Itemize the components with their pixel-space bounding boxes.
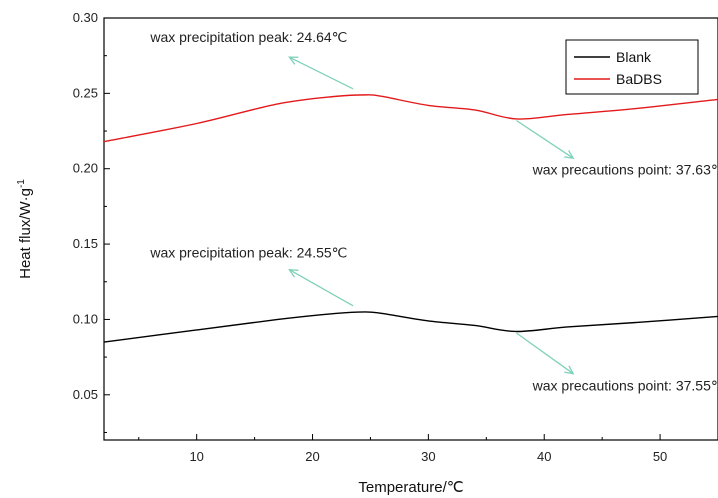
x-tick-label: 20	[305, 449, 319, 464]
y-tick-label: 0.25	[73, 85, 98, 100]
y-tick-label: 0.15	[73, 236, 98, 251]
annotation-text: wax precipitation peak: 24.55℃	[149, 245, 347, 261]
annotation-arrow	[516, 332, 574, 375]
y-axis: 0.05 0.10 0.15 0.20 0.25 0.30	[73, 10, 110, 433]
y-tick-label: 0.20	[73, 161, 98, 176]
annotation-arrowhead	[564, 150, 575, 159]
plot-frame	[103, 17, 718, 441]
x-tick-label: 30	[421, 449, 435, 464]
legend-label-badbs: BaDBS	[616, 71, 662, 87]
annotation-arrowhead	[288, 268, 299, 278]
x-tick-label: 10	[189, 449, 203, 464]
annotation-arrow	[289, 269, 354, 307]
y-tick-label: 0.10	[73, 311, 98, 326]
annotation-arrow	[289, 56, 354, 90]
y-tick-label: 0.05	[73, 387, 98, 402]
x-tick-label: 50	[653, 449, 667, 464]
x-axis-title: Temperature/℃	[358, 479, 463, 496]
annotation-arrowhead	[564, 365, 575, 375]
series-line-badbs	[103, 94, 718, 143]
legend-label-blank: Blank	[616, 49, 652, 65]
annotation-text: wax precautions point: 37.55℃	[532, 377, 718, 393]
annotations: wax precipitation peak: 24.64℃ wax precau…	[149, 29, 718, 393]
x-tick-label: 40	[537, 449, 551, 464]
series-layer	[103, 94, 718, 343]
legend: Blank BaDBS	[565, 39, 699, 95]
y-axis-title-superscript: -1	[16, 179, 27, 188]
annotation-text: wax precautions point: 37.63℃	[532, 162, 718, 178]
y-axis-title: Heat flux/W·g-1	[16, 179, 34, 279]
y-tick-label: 0.30	[73, 10, 98, 25]
annotation-arrowhead	[288, 56, 299, 65]
annotation-text: wax precipitation peak: 24.64℃	[149, 29, 347, 45]
series-line-blank	[103, 311, 718, 343]
x-axis: 10 20 30 40 50	[138, 434, 667, 464]
annotation-arrow	[516, 119, 574, 159]
legend-box	[565, 39, 699, 95]
y-axis-title-main: Heat flux/W·g	[17, 188, 34, 279]
plot-area	[103, 17, 718, 441]
